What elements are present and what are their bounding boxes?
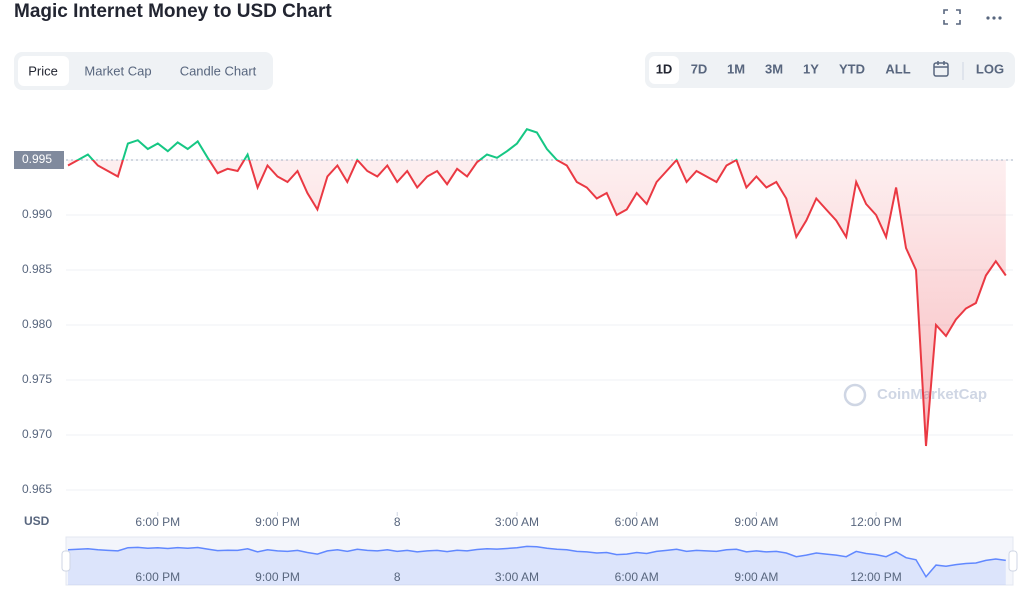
x-tick-label: 9:00 AM [734,515,778,529]
down-area [68,160,1006,446]
x-tick-label: 9:00 PM [255,515,300,529]
x-tick-label: 8 [394,515,401,529]
range-button[interactable]: 1M [727,61,745,76]
navigator-tick-label: 9:00 AM [734,570,778,584]
tab[interactable]: Market Cap [84,63,151,78]
y-axis-unit: USD [24,514,50,528]
range-button[interactable]: 1Y [803,61,819,76]
x-tick-label: 3:00 AM [495,515,539,529]
calendar-icon[interactable] [933,61,949,77]
more-icon[interactable] [986,16,1002,20]
y-tick-label: 0.985 [22,262,52,276]
range-group [645,52,1015,88]
range-active [649,56,679,84]
range-button[interactable]: 3M [765,61,783,76]
navigator-tick-label: 6:00 AM [615,570,659,584]
watermark-logo [843,383,867,407]
y-tick-label: 0.990 [22,207,52,221]
navigator-tick-label: 8 [394,570,401,584]
navigator-line [67,545,1006,578]
price-line-down [67,160,1007,447]
y-tick-label: 0.975 [22,372,52,386]
range-button[interactable]: 1D [656,61,673,76]
range-button[interactable]: YTD [839,61,865,76]
y-tick-label: 0.980 [22,317,52,331]
tab[interactable]: Candle Chart [180,63,257,78]
range-button[interactable]: ALL [885,61,910,76]
x-tick-label: 12:00 PM [850,515,901,529]
navigator-handle[interactable] [1008,550,1018,572]
navigator-handle[interactable] [61,550,71,572]
fullscreen-icon[interactable] [943,9,961,25]
navigator-tick-label: 3:00 AM [495,570,539,584]
y-tick-label: 0.970 [22,427,52,441]
log-button[interactable]: LOG [976,61,1004,76]
watermark: CoinMarketCap [877,386,987,403]
tab-active [18,56,69,86]
navigator [65,536,1014,586]
reference-label-box [14,151,64,169]
tab[interactable]: Price [28,63,58,78]
range-button[interactable]: 7D [691,61,708,76]
y-tick-label: 0.965 [22,482,52,496]
price-line-up [75,128,738,160]
reference-label: 0.995 [22,152,52,166]
navigator-area [68,546,1006,585]
tab-group [14,52,273,90]
navigator-tick-label: 6:00 PM [135,570,180,584]
navigator-tick-label: 9:00 PM [255,570,300,584]
page-title: Magic Internet Money to USD Chart [14,1,332,22]
x-tick-label: 6:00 AM [615,515,659,529]
icons [943,9,961,25]
x-tick-label: 6:00 PM [135,515,180,529]
navigator-tick-label: 12:00 PM [850,570,901,584]
